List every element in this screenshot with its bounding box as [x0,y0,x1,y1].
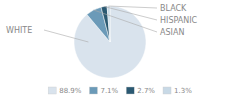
callout-line [109,6,157,8]
callout-line [104,6,157,20]
legend-item: 1.3% [163,87,192,95]
legend-item: 2.7% [126,87,155,95]
legend-label: 7.1% [100,87,118,95]
callout-line [44,30,88,42]
legend-swatch [48,87,56,94]
pie-slice [101,6,110,42]
callout-label: ASIAN [160,28,184,37]
callout-line [94,10,157,32]
pie [74,6,146,78]
legend-item: 7.1% [89,87,118,95]
legend-label: 2.7% [137,87,155,95]
legend-item: 88.9% [48,87,82,95]
chart: WHITE BLACK HISPANIC ASIAN 88.9% 7.1% 2.7% 1.3% [0,0,240,100]
legend-swatch [126,87,134,94]
pie-slice [74,6,146,78]
legend-swatch [89,87,97,94]
callout-label: BLACK [160,4,187,13]
callout-label: WHITE [6,26,32,35]
legend-label: 88.9% [59,87,82,95]
pie-slice [107,6,110,42]
callouts: WHITE BLACK HISPANIC ASIAN [6,4,198,43]
legend: 88.9% 7.1% 2.7% 1.3% [48,87,192,95]
legend-label: 1.3% [174,87,192,95]
legend-swatch [163,87,171,94]
callout-label: HISPANIC [160,16,198,25]
